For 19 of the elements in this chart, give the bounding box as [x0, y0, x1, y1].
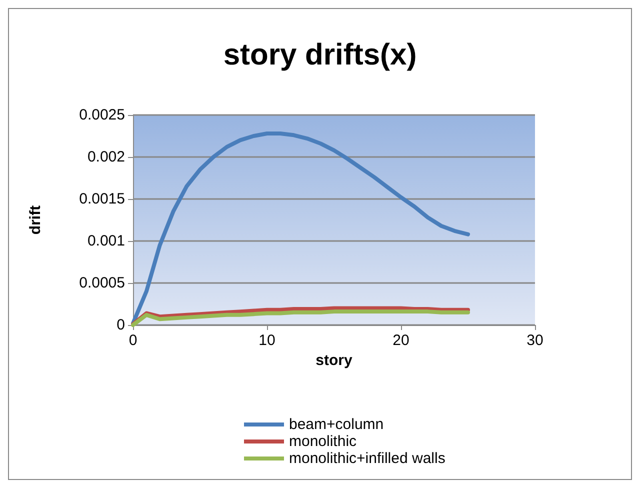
line-series — [131, 310, 470, 327]
y-tick-label: 0.0025 — [79, 106, 125, 124]
y-tick-label: 0.001 — [87, 232, 125, 250]
y-tick-label: 0 — [116, 316, 125, 334]
legend-label: monolithic+infilled walls — [289, 450, 446, 467]
y-tick-label: 0.002 — [87, 148, 125, 166]
x-tick-label: 10 — [258, 332, 276, 349]
y-axis-title: drift — [27, 205, 44, 235]
line-series — [131, 306, 470, 326]
x-tick-label: 20 — [392, 332, 410, 349]
x-axis-title: story — [316, 352, 353, 369]
y-tick-label: 0.0005 — [79, 274, 125, 292]
legend-label: monolithic — [289, 433, 358, 450]
chart-title: story drifts(x) — [223, 38, 417, 72]
x-tick-label: 30 — [526, 332, 544, 349]
line-series — [131, 131, 470, 326]
legend-label: beam+column — [289, 416, 384, 433]
x-tick-label: 0 — [128, 332, 138, 349]
y-tick-label: 0.0015 — [79, 190, 125, 208]
